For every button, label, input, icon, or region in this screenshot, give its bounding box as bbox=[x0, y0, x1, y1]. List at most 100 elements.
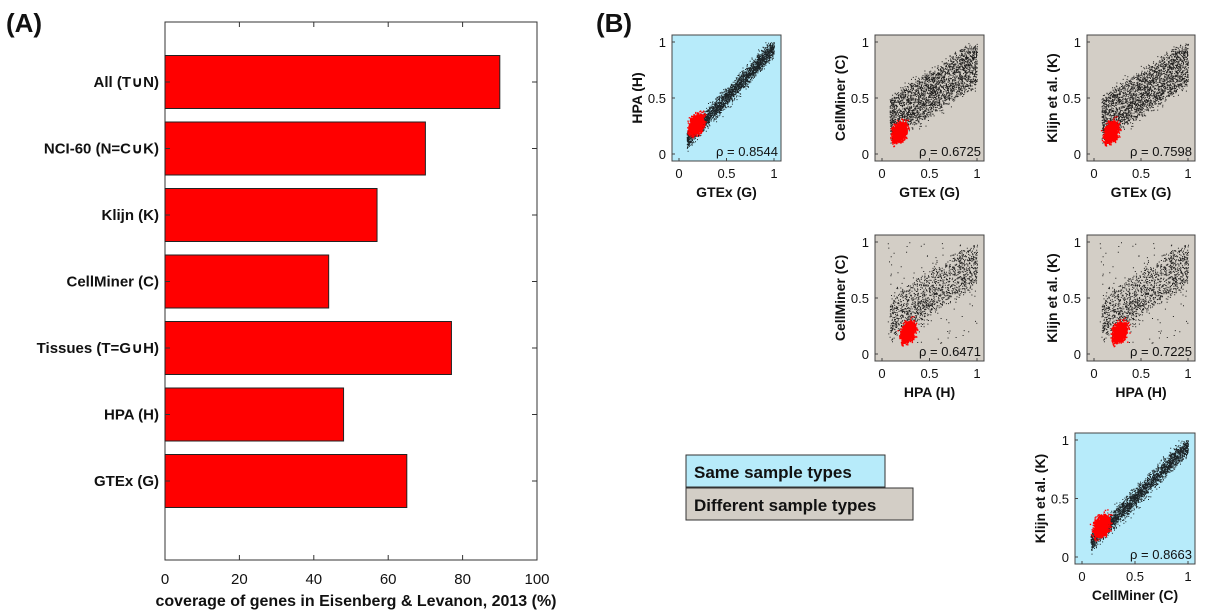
black-points bbox=[1099, 242, 1189, 344]
x-tick-label: 0.5 bbox=[717, 166, 735, 181]
black-points bbox=[889, 43, 978, 144]
legend-same-label: Same sample types bbox=[694, 463, 852, 482]
point-cloud bbox=[1089, 440, 1189, 555]
black-points bbox=[1101, 43, 1189, 144]
x-axis-label: coverage of genes in Eisenberg & Levanon… bbox=[155, 593, 556, 610]
y-tick-label: 0 bbox=[1074, 347, 1081, 362]
y-axis-label: CellMiner (C) bbox=[832, 55, 848, 141]
x-tick-label: 40 bbox=[305, 571, 322, 588]
x-tick-label: 20 bbox=[231, 571, 248, 588]
legend-diff-box bbox=[685, 487, 914, 521]
bar bbox=[164, 321, 452, 375]
x-tick-label: 0 bbox=[1090, 366, 1097, 381]
x-tick-label: 1 bbox=[973, 166, 980, 181]
x-tick-label: 0.5 bbox=[1126, 569, 1144, 584]
bar bbox=[164, 254, 330, 309]
bar-category-label: HPA (H) bbox=[104, 407, 159, 424]
black-points bbox=[887, 242, 978, 344]
bar-category-label: NCI-60 (N=C∪K) bbox=[44, 141, 159, 158]
bar bbox=[164, 387, 345, 442]
y-axis-label: Klijn et al. (K) bbox=[1044, 53, 1060, 142]
y-tick-label: 1 bbox=[1074, 35, 1081, 50]
y-tick-label: 0.5 bbox=[1051, 492, 1069, 507]
red-points bbox=[1100, 116, 1122, 147]
x-tick-label: 0 bbox=[161, 571, 169, 588]
rho-annotation: ρ = 0.8544 bbox=[716, 144, 778, 159]
y-tick-label: 0.5 bbox=[1063, 291, 1081, 306]
legend: Same sample types Different sample types bbox=[685, 454, 914, 521]
red-points bbox=[1110, 317, 1131, 348]
y-tick-label: 0.5 bbox=[648, 91, 666, 106]
bar bbox=[164, 121, 426, 176]
x-axis-label: HPA (H) bbox=[1115, 384, 1166, 400]
x-tick-label: 1 bbox=[1184, 166, 1191, 181]
rho-annotation: ρ = 0.6725 bbox=[919, 144, 981, 159]
y-tick-label: 0 bbox=[862, 147, 869, 162]
scatter-panel-cellminer-klijn: 0 0.5 1 0 0.5 1 CellMiner (C) Klijn et al. (K) ρ… bbox=[1032, 432, 1196, 603]
x-tick-label: 0 bbox=[1090, 166, 1097, 181]
x-tick-label: 80 bbox=[454, 571, 471, 588]
scatter-panel-gtex-hpa: 0 0.5 1 0 0.5 1 GTEx (G) HPA (H) ρ = 0.8544 bbox=[629, 34, 782, 200]
y-tick-label: 1 bbox=[862, 35, 869, 50]
red-points bbox=[890, 118, 910, 148]
y-tick-label: 1 bbox=[862, 235, 869, 250]
x-axis-label: CellMiner (C) bbox=[1092, 587, 1178, 603]
y-axis-label: CellMiner (C) bbox=[832, 255, 848, 341]
point-cloud bbox=[887, 242, 978, 347]
x-axis-label: GTEx (G) bbox=[1111, 184, 1172, 200]
bar-category-label: All (T∪N) bbox=[93, 74, 159, 91]
y-axis-label: Klijn et al. (K) bbox=[1044, 253, 1060, 342]
red-points bbox=[687, 110, 707, 139]
bar bbox=[164, 188, 378, 242]
bar-category-label: Klijn (K) bbox=[102, 207, 160, 224]
bar-chart: All (T∪N) NCI-60 (N=C∪K) Klijn (K) CellMine… bbox=[37, 21, 557, 610]
x-tick-label: 1 bbox=[973, 366, 980, 381]
x-tick-label: 60 bbox=[380, 571, 397, 588]
y-axis-label: HPA (H) bbox=[629, 72, 645, 123]
y-tick-label: 0.5 bbox=[1063, 91, 1081, 106]
x-tick-label: 0.5 bbox=[920, 366, 938, 381]
point-cloud bbox=[686, 42, 775, 152]
bar-category-label: Tissues (T=G∪H) bbox=[37, 340, 159, 357]
point-cloud bbox=[889, 43, 978, 148]
rho-annotation: ρ = 0.7598 bbox=[1130, 144, 1192, 159]
y-tick-label: 0 bbox=[659, 147, 666, 162]
x-tick-label: 0 bbox=[878, 366, 885, 381]
y-tick-label: 1 bbox=[1074, 235, 1081, 250]
red-points bbox=[1089, 509, 1113, 542]
panel-b-label: (B) bbox=[596, 8, 632, 38]
x-axis-label: GTEx (G) bbox=[696, 184, 757, 200]
black-points bbox=[1090, 440, 1189, 555]
y-tick-label: 0.5 bbox=[851, 91, 869, 106]
x-axis-label: GTEx (G) bbox=[899, 184, 960, 200]
x-tick-label: 1 bbox=[770, 166, 777, 181]
panel-a-label: (A) bbox=[6, 8, 42, 38]
scatter-panel-hpa-cellminer: 0 0.5 1 0 0.5 1 HPA (H) CellMiner (C) ρ = 0.6471 bbox=[832, 234, 985, 400]
x-tick-label: 0 bbox=[878, 166, 885, 181]
bar bbox=[164, 55, 501, 109]
x-tick-label: 0.5 bbox=[1132, 166, 1150, 181]
y-tick-label: 0.5 bbox=[851, 291, 869, 306]
scatter-plot-area bbox=[874, 234, 985, 362]
bar bbox=[164, 454, 408, 508]
x-tick-label: 100 bbox=[524, 571, 549, 588]
point-cloud bbox=[1099, 242, 1189, 348]
red-points bbox=[897, 316, 919, 347]
y-axis-label: Klijn et al. (K) bbox=[1032, 454, 1048, 543]
x-tick-label: 1 bbox=[1184, 366, 1191, 381]
x-tick-label: 0 bbox=[675, 166, 682, 181]
bar-category-label: CellMiner (C) bbox=[66, 274, 159, 291]
rho-annotation: ρ = 0.7225 bbox=[1130, 344, 1192, 359]
y-tick-label: 0 bbox=[862, 347, 869, 362]
y-tick-label: 0 bbox=[1074, 147, 1081, 162]
legend-diff-label: Different sample types bbox=[694, 496, 876, 515]
x-tick-label: 1 bbox=[1184, 569, 1191, 584]
legend-same-box bbox=[685, 454, 886, 488]
y-tick-label: 1 bbox=[659, 35, 666, 50]
bar-category-label: GTEx (G) bbox=[94, 473, 159, 490]
x-tick-label: 0.5 bbox=[920, 166, 938, 181]
y-tick-label: 1 bbox=[1062, 433, 1069, 448]
scatter-panel-gtex-klijn: 0 0.5 1 0 0.5 1 GTEx (G) Klijn et al. (K) ρ = 0.… bbox=[1044, 34, 1196, 200]
y-tick-label: 0 bbox=[1062, 550, 1069, 565]
x-axis-label: HPA (H) bbox=[904, 384, 955, 400]
